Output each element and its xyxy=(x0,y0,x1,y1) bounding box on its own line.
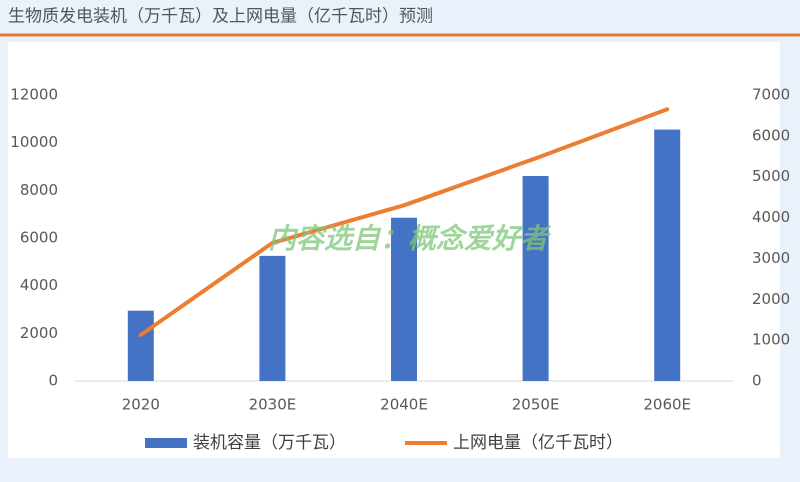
y-tick-label: 6000 xyxy=(20,229,58,247)
bar xyxy=(391,217,417,381)
y2-tick-label: 4000 xyxy=(752,208,790,226)
y-tick-label: 10000 xyxy=(10,133,58,151)
bar xyxy=(522,176,549,381)
y2-tick-label: 0 xyxy=(752,372,762,390)
watermark: 内容选自：概念爱好者 xyxy=(268,222,552,255)
y-tick-label: 0 xyxy=(48,372,58,390)
legend-label: 装机容量（万千瓦） xyxy=(193,433,346,453)
x-tick-label: 2040E xyxy=(380,396,428,414)
x-tick-label: 2020 xyxy=(122,396,160,414)
line xyxy=(138,107,670,337)
bar xyxy=(127,310,154,381)
y-tick-label: 8000 xyxy=(20,181,58,199)
legend-swatch xyxy=(145,438,187,448)
y2-tick-label: 7000 xyxy=(752,86,790,104)
x-tick-label: 2050E xyxy=(512,396,560,414)
y2-tick-label: 1000 xyxy=(752,331,790,349)
y-tick-label: 2000 xyxy=(20,324,58,342)
y-tick-label: 12000 xyxy=(10,86,58,104)
y2-tick-label: 3000 xyxy=(752,249,790,267)
bar xyxy=(259,255,286,381)
y-tick-label: 4000 xyxy=(20,276,58,294)
x-tick-label: 2060E xyxy=(643,396,691,414)
y2-tick-label: 6000 xyxy=(752,126,790,144)
y2-tick-label: 2000 xyxy=(752,290,790,308)
legend-label: 上网电量（亿千瓦时） xyxy=(453,433,623,453)
bar xyxy=(654,129,681,381)
y2-tick-label: 5000 xyxy=(752,167,790,185)
x-tick-label: 2030E xyxy=(249,396,297,414)
chart-title: 生物质发电装机（万千瓦）及上网电量（亿千瓦时）预测 xyxy=(8,7,433,27)
